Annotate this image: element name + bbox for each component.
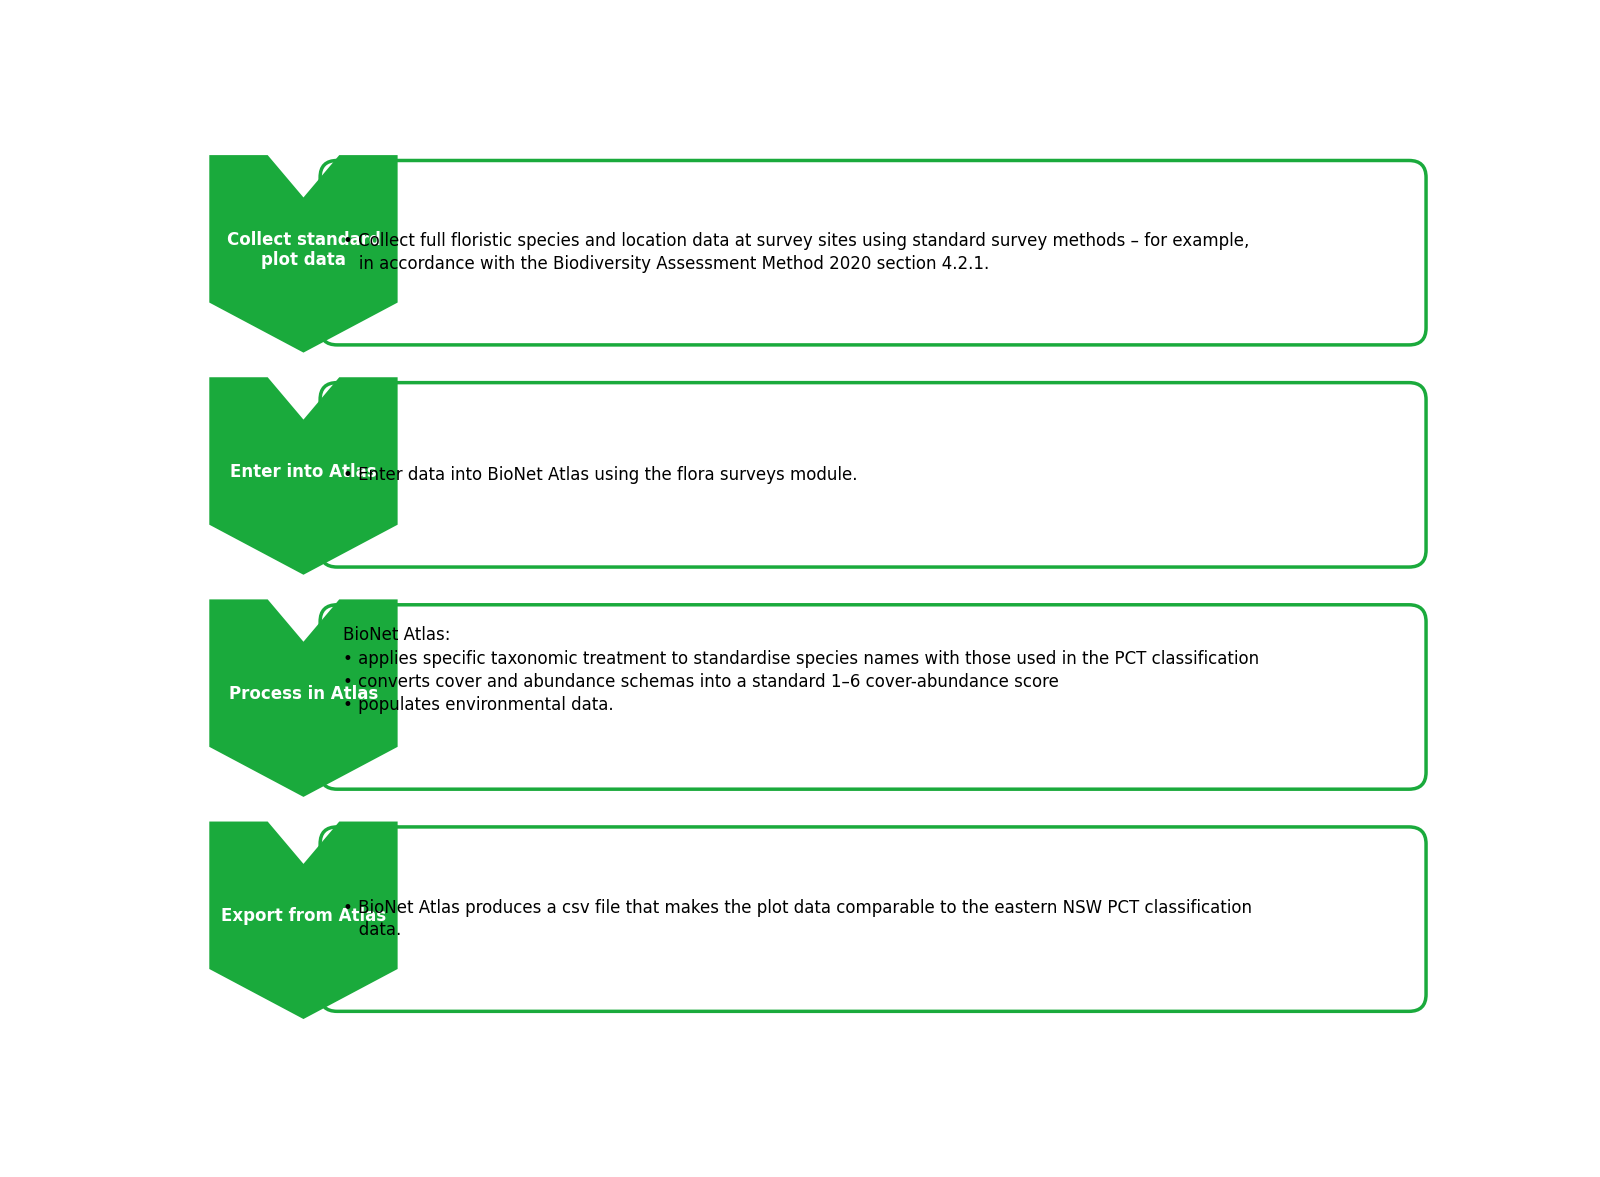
- Text: Export from Atlas: Export from Atlas: [221, 907, 386, 925]
- Text: Process in Atlas: Process in Atlas: [229, 685, 378, 704]
- FancyBboxPatch shape: [320, 160, 1426, 345]
- Polygon shape: [210, 822, 398, 1019]
- Text: Enter into Atlas: Enter into Atlas: [230, 463, 376, 481]
- Text: • populates environmental data.: • populates environmental data.: [344, 696, 614, 713]
- Text: • BioNet Atlas produces a csv file that makes the plot data comparable to the ea: • BioNet Atlas produces a csv file that …: [344, 899, 1253, 917]
- Text: • converts cover and abundance schemas into a standard 1–6 cover-abundance score: • converts cover and abundance schemas i…: [344, 673, 1059, 691]
- Polygon shape: [210, 378, 398, 574]
- Polygon shape: [210, 155, 398, 353]
- FancyBboxPatch shape: [320, 827, 1426, 1011]
- Text: • Enter data into BioNet Atlas using the flora surveys module.: • Enter data into BioNet Atlas using the…: [344, 466, 858, 484]
- Text: in accordance with the Biodiversity Assessment Method 2020 section 4.2.1.: in accordance with the Biodiversity Asse…: [344, 255, 990, 273]
- Polygon shape: [210, 599, 398, 797]
- Text: BioNet Atlas:: BioNet Atlas:: [344, 625, 451, 644]
- Text: Collect standard
plot data: Collect standard plot data: [227, 231, 381, 270]
- FancyBboxPatch shape: [320, 383, 1426, 567]
- Text: • Collect full floristic species and location data at survey sites using standar: • Collect full floristic species and loc…: [344, 232, 1250, 251]
- Text: • applies specific taxonomic treatment to standardise species names with those u: • applies specific taxonomic treatment t…: [344, 650, 1259, 669]
- FancyBboxPatch shape: [320, 605, 1426, 790]
- Text: data.: data.: [344, 922, 402, 939]
